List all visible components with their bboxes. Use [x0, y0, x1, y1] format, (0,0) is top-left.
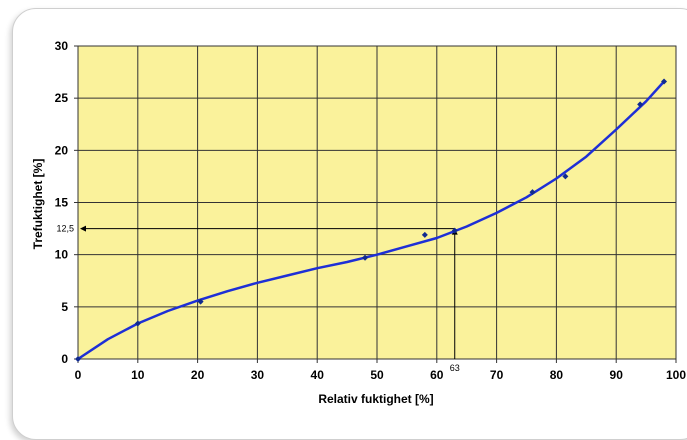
y-tick-label: 15: [55, 196, 69, 210]
data-point: [661, 78, 668, 85]
data-point: [637, 101, 644, 108]
y-tick-label: 30: [55, 39, 69, 53]
y-tick-label: 20: [55, 143, 69, 157]
data-point: [134, 320, 141, 327]
data-point: [362, 254, 369, 261]
y-tick-label: 10: [55, 248, 69, 262]
y-tick-label: 0: [61, 352, 68, 366]
x-tick-label: 40: [311, 368, 325, 382]
x-tick-label: 70: [490, 368, 504, 382]
data-point: [451, 227, 458, 234]
x-tick-label: 100: [666, 368, 686, 382]
data-point: [562, 173, 569, 180]
x-tick-label: 10: [131, 368, 145, 382]
x-marker-label: 63: [450, 363, 460, 373]
data-point: [197, 298, 204, 305]
x-tick-label: 20: [191, 368, 205, 382]
y-marker-label: 12,5: [56, 224, 74, 234]
fit-curve: [77, 80, 665, 361]
data-point: [421, 231, 428, 238]
y-tick-label: 5: [61, 300, 68, 314]
data-point: [75, 356, 81, 362]
data-point: [529, 189, 536, 196]
x-axis-title: Relativ fuktighet [%]: [318, 392, 433, 406]
moisture-chart: 0 10 20 30 40 50 60 70 80 90 100 0 5 10 15 20 25 30 63 12,5…: [31, 39, 686, 406]
y-marker-arrowhead: [80, 225, 86, 232]
y-axis-title: Trefuktighet [%]: [31, 159, 45, 250]
x-tick-label: 50: [370, 368, 384, 382]
y-tick-label: 25: [55, 91, 69, 105]
x-tick-label: 30: [251, 368, 265, 382]
x-tick-label: 60: [430, 368, 444, 382]
x-tick-label: 80: [550, 368, 564, 382]
x-tick-label: 90: [610, 368, 624, 382]
x-tick-label: 0: [75, 368, 82, 382]
